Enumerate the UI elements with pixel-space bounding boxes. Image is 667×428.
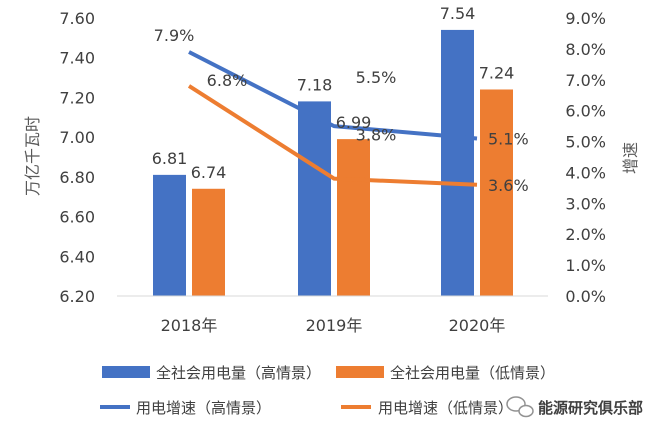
line-label-high-2: 5.1% — [488, 129, 529, 148]
y-right-tick-label: 7.0% — [565, 71, 606, 90]
bar-low-0 — [192, 188, 225, 296]
y-right-tick-label: 3.0% — [565, 194, 606, 213]
line-low — [187, 84, 478, 187]
legend: 全社会用电量（高情景） 全社会用电量（低情景） 用电增速（高情景） 用电增速（低… — [100, 364, 555, 417]
line-high — [188, 50, 478, 141]
bars-layer — [153, 29, 513, 297]
y-right-tick-label: 9.0% — [565, 9, 606, 28]
legend-swatch-bar-high — [102, 366, 150, 378]
y-left-tick-label: 6.60 — [59, 208, 95, 227]
y-right-tick-label: 4.0% — [565, 163, 606, 182]
y-right-tick-label: 2.0% — [565, 225, 606, 244]
y-left-tick-label: 6.80 — [59, 168, 95, 187]
y-right-tick-label: 6.0% — [565, 102, 606, 121]
bar-label-low-0: 6.74 — [191, 163, 227, 182]
bar-label-high-0: 6.81 — [152, 149, 188, 168]
legend-label-bar-low: 全社会用电量（低情景） — [390, 364, 555, 382]
x-tick-label: 2019年 — [306, 316, 363, 335]
labels-layer: 6.81 7.18 7.54 6.74 6.99 7.24 7.9% 5.5% 5.1% 6.8%… — [152, 4, 529, 195]
watermark-text: 能源研究俱乐部 — [538, 399, 643, 417]
wechat-logo-icon — [506, 396, 534, 418]
y-right-axis-title: 增速 — [621, 142, 640, 174]
legend-item-line-low: 用电增速（低情景） — [341, 399, 513, 417]
legend-item-bar-high: 全社会用电量（高情景） — [102, 364, 321, 382]
legend-label-line-high: 用电增速（高情景） — [136, 399, 271, 417]
bar-label-high-2: 7.54 — [440, 4, 476, 23]
y-left-axis-title: 万亿千瓦时 — [23, 116, 42, 196]
x-tick-label: 2020年 — [449, 316, 506, 335]
bar-label-low-1: 6.99 — [336, 113, 372, 132]
y-right-tick-label: 0.0% — [565, 287, 606, 306]
y-left-tick-label: 7.20 — [59, 88, 95, 107]
bar-label-low-2: 7.24 — [479, 63, 515, 82]
x-tick-label: 2018年 — [161, 316, 218, 335]
legend-label-bar-high: 全社会用电量（高情景） — [156, 364, 321, 382]
line-label-low-1: 3.8% — [356, 126, 397, 145]
bar-low-1 — [337, 139, 370, 296]
legend-item-bar-low: 全社会用电量（低情景） — [336, 364, 555, 382]
line-label-high-0: 7.9% — [154, 26, 195, 45]
y-right-tick-label: 5.0% — [565, 133, 606, 152]
bar-high-0 — [153, 174, 186, 296]
axes-layer: 6.20 6.40 6.60 6.80 7.00 7.20 7.40 7.60 0.0% 1.0%… — [59, 9, 606, 335]
legend-label-line-low: 用电增速（低情景） — [378, 399, 513, 417]
lines-layer — [187, 50, 478, 187]
y-left-tick-label: 6.40 — [59, 247, 95, 266]
line-label-low-2: 3.6% — [488, 176, 529, 195]
bar-low-2 — [480, 89, 513, 296]
y-left-tick-label: 7.00 — [59, 128, 95, 147]
bar-label-high-1: 7.18 — [297, 75, 333, 94]
bar-high-2 — [441, 29, 474, 297]
y-left-tick-label: 6.20 — [59, 287, 95, 306]
y-left-tick-label: 7.60 — [59, 9, 95, 28]
watermark: 能源研究俱乐部 — [506, 396, 643, 418]
line-label-low-0: 6.8% — [207, 71, 248, 90]
y-right-tick-label: 8.0% — [565, 40, 606, 59]
line-label-high-1: 5.5% — [356, 68, 397, 87]
y-left-tick-label: 7.40 — [59, 49, 95, 68]
y-right-tick-label: 1.0% — [565, 256, 606, 275]
legend-item-line-high: 用电增速（高情景） — [100, 399, 271, 417]
bar-high-1 — [298, 101, 331, 297]
legend-swatch-bar-low — [336, 366, 384, 378]
